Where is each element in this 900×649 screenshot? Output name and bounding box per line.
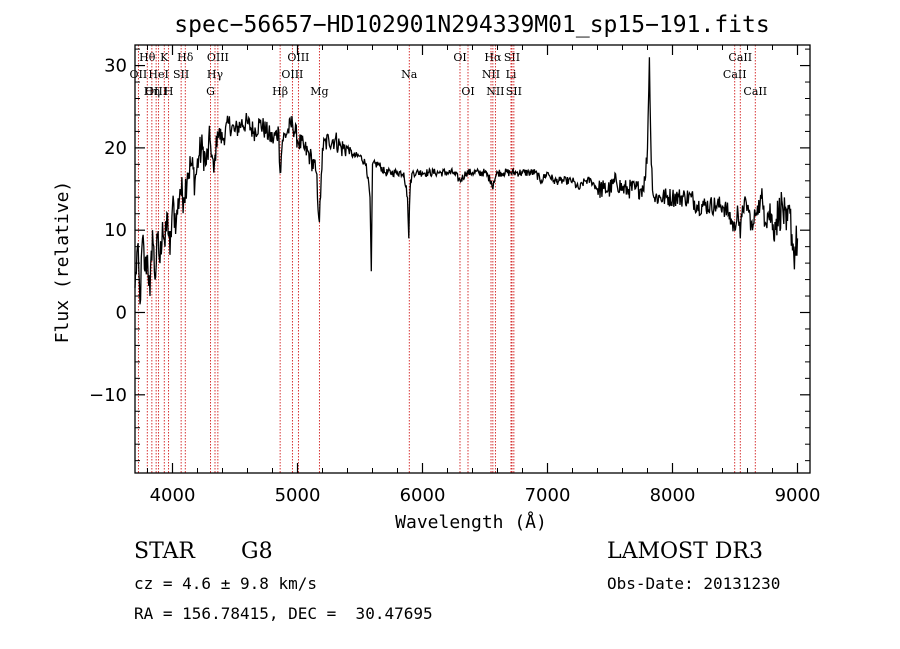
axis-ticks: 4000 5000 6000 7000 8000 9000 −10 0 10 20 30 [89, 45, 820, 506]
y-axis-label: Flux (relative) [52, 181, 73, 344]
spectral-line-label: CaII [728, 51, 752, 64]
spectral-line-label: G [206, 85, 215, 98]
survey-name: LAMOST DR3 [607, 539, 763, 564]
spectral-line-label: Hα [484, 51, 502, 64]
object-subclass: G8 [241, 539, 273, 564]
x-tick-label: 7000 [525, 485, 571, 506]
x-tick-label: 9000 [775, 485, 821, 506]
y-tick-label: 30 [104, 56, 127, 77]
spectral-line-label: Hβ [272, 85, 288, 98]
spectral-line-label: OIII [207, 51, 229, 64]
spectral-line-label: OIII [287, 51, 309, 64]
spectral-line-label: OIII [145, 85, 167, 98]
observation-date: Obs-Date: 20131230 [607, 574, 781, 593]
spectral-line-label: SII [173, 68, 189, 81]
redshift-text: cz = 4.6 ± 9.8 km/s [134, 574, 318, 593]
spectrum-series-line [134, 57, 799, 305]
coordinates-text: RA = 156.78415, DEC = 30.47695 [134, 604, 433, 623]
spectral-line-label: CaII [743, 85, 767, 98]
spectral-line-label: Hγ [207, 68, 224, 81]
object-class: STAR [134, 539, 195, 564]
spectral-line-label: OI [461, 85, 474, 98]
x-tick-label: 8000 [650, 485, 696, 506]
y-tick-label: −10 [89, 385, 127, 406]
spectral-line-label: CaII [723, 68, 747, 81]
spectral-line-label: HeI [148, 68, 168, 81]
plot-frame [134, 44, 811, 474]
spectral-line-label: K [160, 51, 169, 64]
y-tick-label: 0 [116, 303, 127, 324]
x-tick-label: 4000 [150, 485, 196, 506]
spectral-line-label: H [164, 85, 174, 98]
spectral-line-label: OIII [281, 68, 303, 81]
spectral-line-label: Hθ [139, 51, 156, 64]
spectral-line-label: Li [506, 68, 517, 81]
spectral-line-label: SII [506, 85, 522, 98]
chart-title: spec−56657−HD102901N294339M01_sp15−191.f… [174, 12, 769, 38]
y-tick-label: 20 [104, 138, 127, 159]
x-axis-label: Wavelength (Å) [395, 511, 547, 533]
spectral-line-label: Mg [310, 85, 328, 98]
spectral-line-label: OII [130, 68, 148, 81]
spectral-line-label: NII [486, 85, 504, 98]
x-tick-label: 5000 [275, 485, 321, 506]
spectral-line-label: SII [504, 51, 520, 64]
y-tick-label: 10 [104, 220, 127, 241]
spectral-line-label: Na [401, 68, 418, 81]
spectral-line-label: OI [453, 51, 466, 64]
x-tick-label: 6000 [400, 485, 446, 506]
spectral-line-label: Hη [144, 85, 160, 98]
spectral-line-label: Hδ [177, 51, 194, 64]
spectral-line-label: NII [482, 68, 500, 81]
